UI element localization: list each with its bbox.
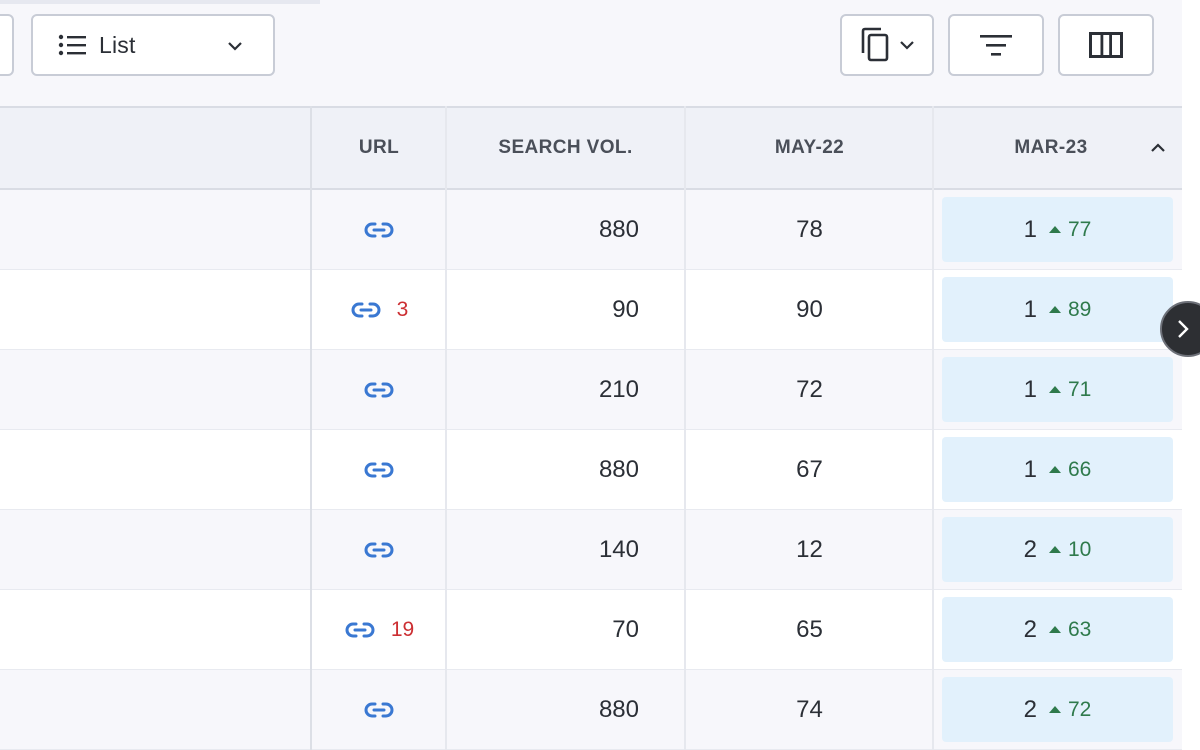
url-count[interactable]: 19	[390, 617, 415, 641]
left-toolbar-button[interactable]	[0, 14, 14, 76]
search-volume-cell: 880	[598, 455, 639, 483]
search-volume-cell: 880	[598, 695, 639, 723]
column-divider	[932, 106, 934, 750]
current-rank: 2	[1023, 615, 1037, 643]
columns-button[interactable]	[1058, 14, 1154, 76]
rank-up-icon	[1049, 226, 1061, 233]
column-divider	[310, 106, 312, 750]
url-cell[interactable]	[312, 190, 446, 269]
rank-up-icon	[1049, 386, 1061, 393]
top-divider	[0, 0, 320, 4]
rank-change: 63	[1049, 618, 1091, 642]
table-row[interactable]: 140 12 2 10	[0, 510, 1182, 590]
current-rank: 1	[1023, 375, 1037, 403]
columns-icon	[1089, 32, 1123, 58]
list-icon	[58, 34, 86, 56]
search-volume-cell: 880	[598, 215, 639, 243]
rank-change-value: 89	[1068, 297, 1092, 321]
right-gutter	[1182, 0, 1200, 750]
table-row[interactable]: 19 70 65 2 63	[0, 590, 1182, 670]
rank-change-value: 71	[1068, 377, 1092, 401]
mar23-rank-cell[interactable]: 2 72	[942, 677, 1173, 742]
table-header: URL SEARCH VOL. MAY-22 MAR-23	[0, 106, 1182, 190]
column-header-search-vol[interactable]: SEARCH VOL.	[498, 137, 633, 158]
rank-change: 77	[1049, 218, 1091, 242]
link-icon[interactable]	[363, 701, 395, 719]
current-rank: 1	[1023, 215, 1037, 243]
chevron-down-icon	[900, 41, 914, 50]
rank-change: 10	[1049, 538, 1091, 562]
table-row[interactable]: 210 72 1 71	[0, 350, 1182, 430]
rank-up-icon	[1049, 706, 1061, 713]
view-mode-select[interactable]: List	[31, 14, 275, 76]
link-icon[interactable]	[363, 381, 395, 399]
may22-rank-cell: 78	[796, 215, 823, 243]
may22-rank-cell: 65	[796, 615, 823, 643]
rank-up-icon	[1049, 306, 1061, 313]
rank-change-value: 66	[1068, 457, 1092, 481]
search-volume-cell: 70	[612, 615, 639, 643]
current-rank: 1	[1023, 295, 1037, 323]
may22-rank-cell: 90	[796, 295, 823, 323]
mar23-rank-cell[interactable]: 1 71	[942, 357, 1173, 422]
rank-change-value: 77	[1068, 217, 1092, 241]
url-cell[interactable]	[312, 510, 446, 589]
url-cell[interactable]: 19	[312, 590, 446, 669]
table-row[interactable]: 880 74 2 72	[0, 670, 1182, 750]
mar23-rank-cell[interactable]: 1 66	[942, 437, 1173, 502]
link-icon[interactable]	[344, 621, 376, 639]
url-cell[interactable]: 3	[312, 270, 446, 349]
link-icon[interactable]	[363, 461, 395, 479]
url-count[interactable]: 3	[396, 297, 409, 321]
may22-rank-cell: 67	[796, 455, 823, 483]
mar23-rank-cell[interactable]: 2 10	[942, 517, 1173, 582]
search-volume-cell: 140	[598, 535, 639, 563]
table-row[interactable]: 880 67 1 66	[0, 430, 1182, 510]
copy-icon	[861, 27, 889, 62]
column-header-mar23[interactable]: MAR-23	[1014, 137, 1088, 158]
column-header-url[interactable]: URL	[358, 137, 400, 158]
may22-rank-cell: 72	[796, 375, 823, 403]
mar23-rank-cell[interactable]: 1 77	[942, 197, 1173, 262]
url-cell[interactable]	[312, 350, 446, 429]
may22-rank-cell: 74	[796, 695, 823, 723]
sort-ascending-icon[interactable]	[1150, 141, 1166, 155]
url-cell[interactable]	[312, 430, 446, 509]
mar23-rank-cell[interactable]: 1 89	[942, 277, 1173, 342]
rank-change: 72	[1049, 698, 1091, 722]
may22-rank-cell: 12	[796, 535, 823, 563]
rank-change: 71	[1049, 378, 1091, 402]
view-mode-label: List	[99, 31, 136, 58]
scroll-right-button[interactable]	[1160, 301, 1200, 357]
current-rank: 1	[1023, 455, 1037, 483]
search-volume-cell: 90	[612, 295, 639, 323]
rank-change: 66	[1049, 458, 1091, 482]
rank-change-value: 10	[1068, 537, 1092, 561]
mar23-rank-cell[interactable]: 2 63	[942, 597, 1173, 662]
rank-change-value: 72	[1068, 697, 1092, 721]
search-volume-cell: 210	[598, 375, 639, 403]
filter-button[interactable]	[948, 14, 1044, 76]
current-rank: 2	[1023, 695, 1037, 723]
column-header-may22[interactable]: MAY-22	[774, 137, 845, 158]
link-icon[interactable]	[363, 541, 395, 559]
rank-up-icon	[1049, 546, 1061, 553]
table-row[interactable]: 3 90 90 1 89	[0, 270, 1182, 350]
chevron-right-icon	[1178, 320, 1189, 338]
column-divider	[684, 106, 686, 750]
column-divider	[445, 106, 447, 750]
current-rank: 2	[1023, 535, 1037, 563]
toolbar: List	[0, 0, 1182, 106]
link-icon[interactable]	[363, 221, 395, 239]
link-icon[interactable]	[350, 301, 382, 319]
rank-up-icon	[1049, 626, 1061, 633]
filter-icon	[980, 35, 1012, 56]
chevron-down-icon	[228, 42, 242, 51]
copy-button[interactable]	[840, 14, 934, 76]
rank-up-icon	[1049, 466, 1061, 473]
url-cell[interactable]	[312, 670, 446, 749]
rank-change-value: 63	[1068, 617, 1092, 641]
table-row[interactable]: 880 78 1 77	[0, 190, 1182, 270]
rank-change: 89	[1049, 298, 1091, 322]
